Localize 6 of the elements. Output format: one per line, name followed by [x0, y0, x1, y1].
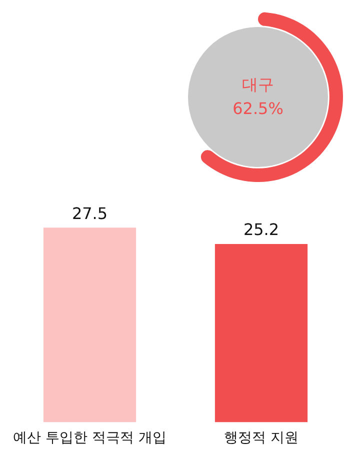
- x-tick-label: 예산 투입한 적극적 개입: [13, 430, 166, 446]
- data-label: 62.5%: [232, 99, 284, 118]
- x-tick-label: 행정적 지원: [224, 430, 298, 446]
- slice-label: 대구: [242, 75, 274, 94]
- data-label: 25.2: [243, 220, 280, 240]
- data-label: 27.5: [72, 204, 108, 223]
